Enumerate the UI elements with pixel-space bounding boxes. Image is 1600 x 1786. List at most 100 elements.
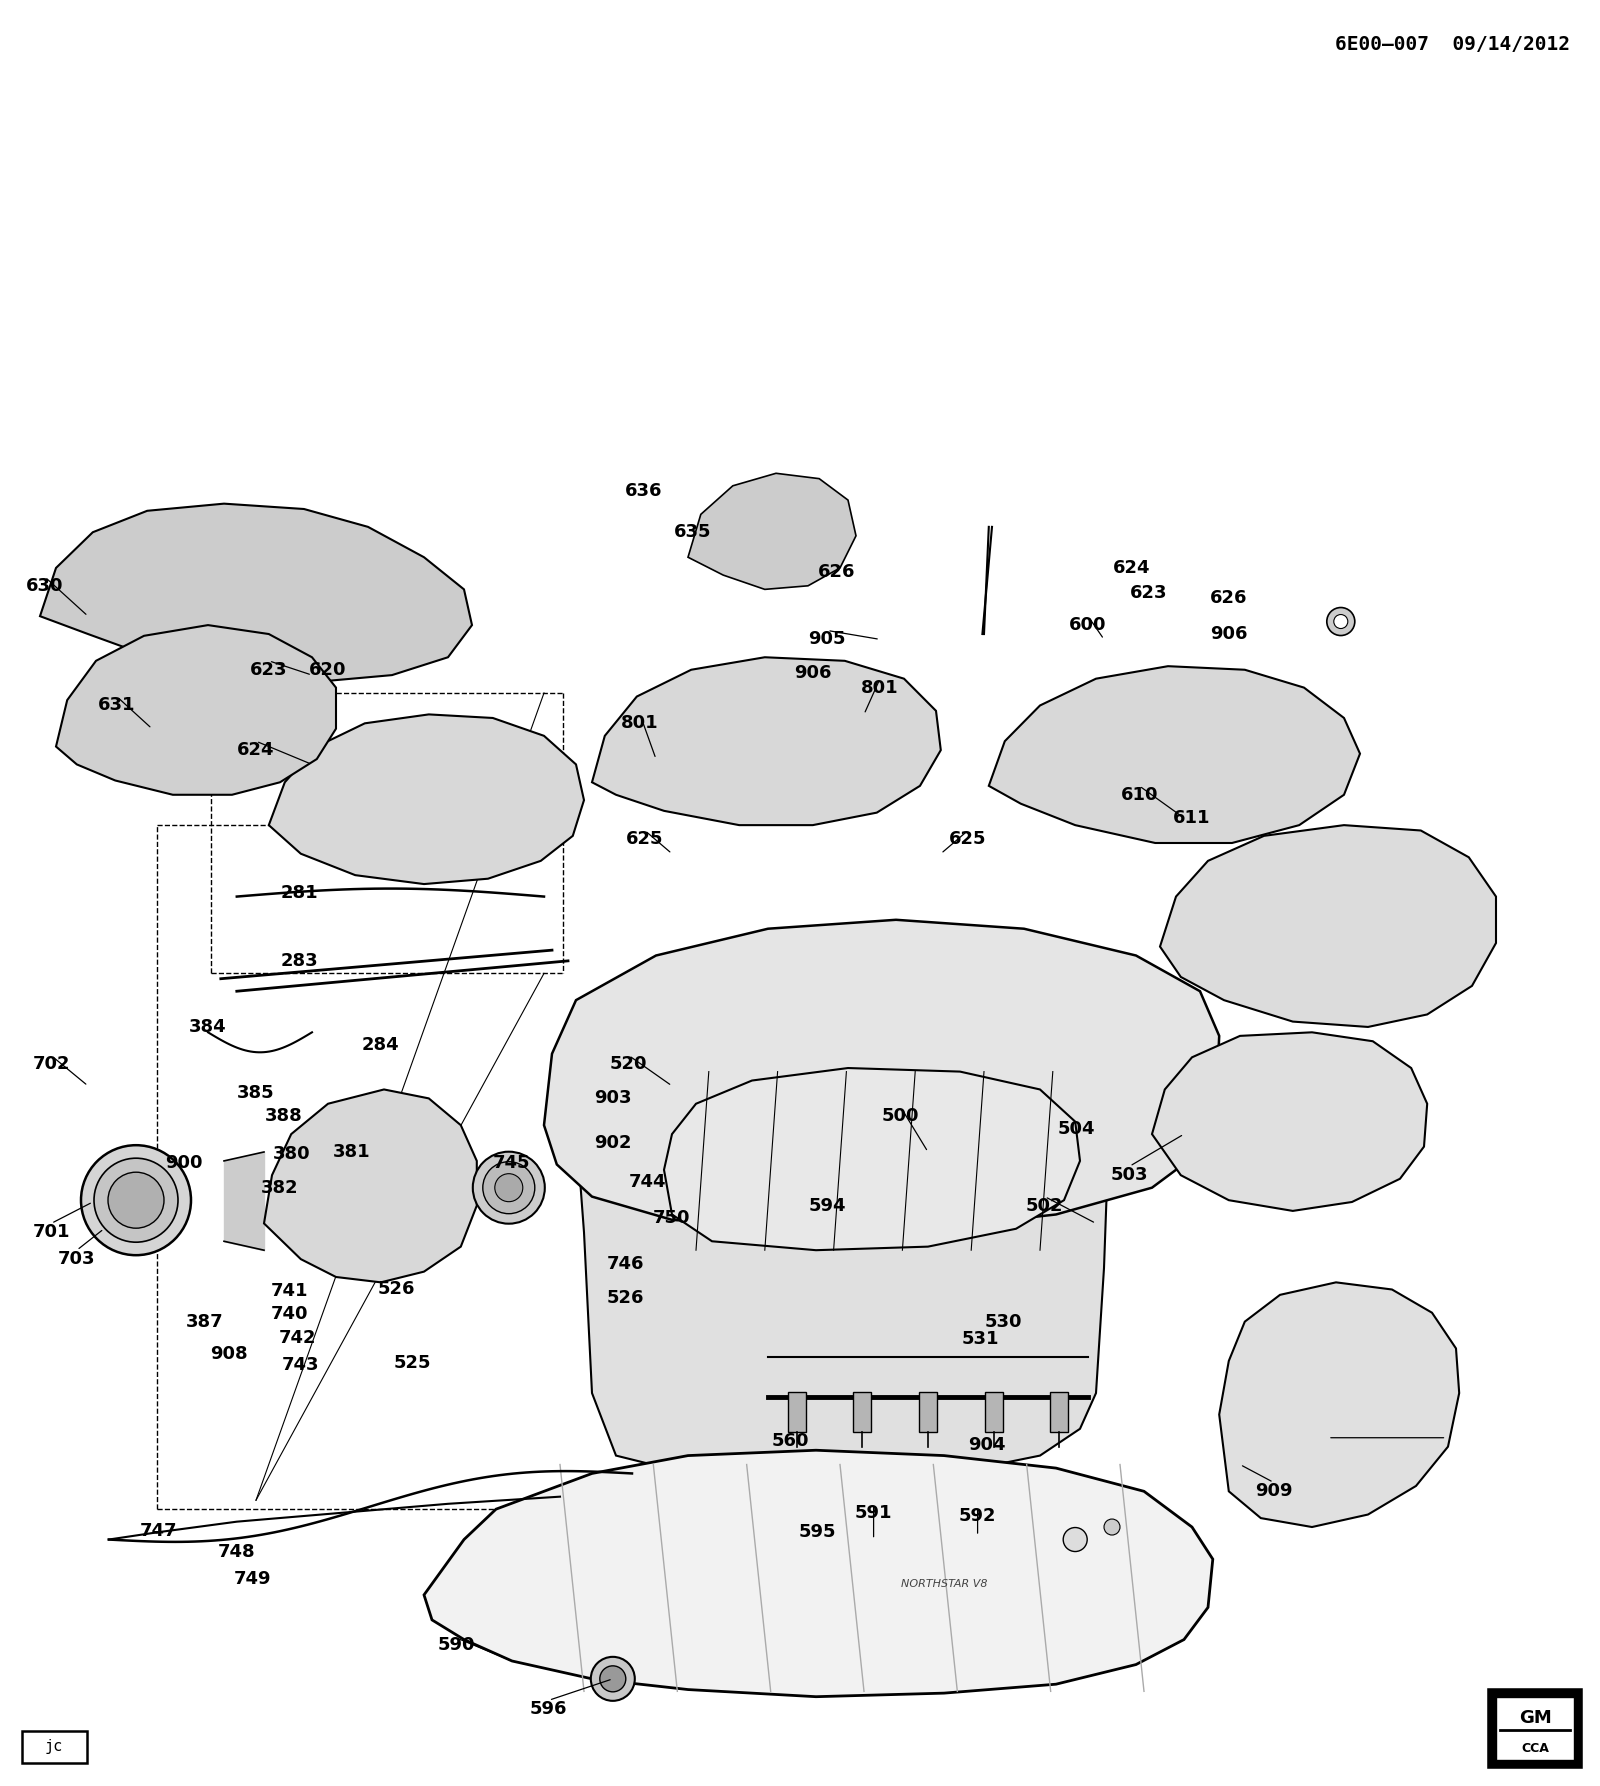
Circle shape <box>494 1173 523 1202</box>
Text: 531: 531 <box>962 1331 1000 1348</box>
Text: NORTHSTAR V8: NORTHSTAR V8 <box>901 1579 987 1590</box>
Circle shape <box>1326 607 1355 636</box>
Text: 503: 503 <box>1110 1166 1149 1184</box>
Text: 388: 388 <box>264 1107 302 1125</box>
Text: 904: 904 <box>968 1436 1006 1454</box>
Circle shape <box>109 1172 165 1229</box>
Text: 630: 630 <box>26 577 64 595</box>
Polygon shape <box>1152 1032 1427 1211</box>
Circle shape <box>94 1157 178 1243</box>
Text: 620: 620 <box>309 661 347 679</box>
Text: 6E00–007  09/14/2012: 6E00–007 09/14/2012 <box>1334 36 1570 54</box>
Text: 611: 611 <box>1173 809 1211 827</box>
Text: 623: 623 <box>250 661 288 679</box>
Text: 385: 385 <box>237 1084 275 1102</box>
Text: 504: 504 <box>1058 1120 1096 1138</box>
Polygon shape <box>664 1068 1080 1250</box>
Bar <box>1496 1697 1574 1759</box>
Text: 520: 520 <box>610 1056 648 1073</box>
Text: 382: 382 <box>261 1179 299 1197</box>
Text: 594: 594 <box>808 1197 846 1214</box>
Text: jc: jc <box>45 1740 62 1754</box>
Text: 902: 902 <box>594 1134 632 1152</box>
Text: 741: 741 <box>270 1282 309 1300</box>
Polygon shape <box>1219 1282 1459 1527</box>
Text: 746: 746 <box>606 1256 645 1273</box>
Text: 905: 905 <box>808 630 846 648</box>
Text: 750: 750 <box>653 1209 691 1227</box>
Text: 900: 900 <box>165 1154 203 1172</box>
Text: 384: 384 <box>189 1018 227 1036</box>
Text: 284: 284 <box>362 1036 400 1054</box>
Text: 635: 635 <box>674 523 712 541</box>
Polygon shape <box>56 625 336 795</box>
Text: 906: 906 <box>794 664 832 682</box>
Text: 591: 591 <box>854 1504 893 1522</box>
Text: 500: 500 <box>882 1107 920 1125</box>
Text: 387: 387 <box>186 1313 224 1331</box>
Text: 908: 908 <box>210 1345 248 1363</box>
Text: 801: 801 <box>621 714 659 732</box>
Polygon shape <box>544 920 1219 1229</box>
Text: 626: 626 <box>1210 589 1248 607</box>
Polygon shape <box>989 666 1360 843</box>
Text: 610: 610 <box>1120 786 1158 804</box>
Bar <box>1490 1691 1581 1766</box>
Text: CCA: CCA <box>1522 1741 1549 1754</box>
Text: 626: 626 <box>818 563 856 580</box>
Polygon shape <box>688 473 856 589</box>
Text: GM: GM <box>1518 1709 1552 1727</box>
Text: 600: 600 <box>1069 616 1107 634</box>
Text: 744: 744 <box>629 1173 667 1191</box>
Text: 595: 595 <box>798 1523 837 1541</box>
Text: 592: 592 <box>958 1507 997 1525</box>
Text: 636: 636 <box>624 482 662 500</box>
Text: 625: 625 <box>949 830 987 848</box>
Text: 702: 702 <box>32 1056 70 1073</box>
Circle shape <box>1334 614 1347 629</box>
Text: 748: 748 <box>218 1543 256 1561</box>
Text: 701: 701 <box>32 1223 70 1241</box>
Circle shape <box>600 1666 626 1691</box>
Polygon shape <box>1160 825 1496 1027</box>
Bar <box>22 1731 86 1763</box>
Circle shape <box>1104 1520 1120 1534</box>
Polygon shape <box>576 1093 1107 1479</box>
Text: 749: 749 <box>234 1570 272 1588</box>
Text: 903: 903 <box>594 1089 632 1107</box>
Bar <box>984 1391 1003 1432</box>
Text: 909: 909 <box>1254 1482 1293 1500</box>
Bar <box>1050 1391 1069 1432</box>
Polygon shape <box>264 1089 477 1282</box>
Text: 530: 530 <box>984 1313 1022 1331</box>
Polygon shape <box>40 504 472 682</box>
Text: 740: 740 <box>270 1306 309 1323</box>
Polygon shape <box>592 657 941 825</box>
Text: 631: 631 <box>98 697 136 714</box>
Text: 590: 590 <box>437 1636 475 1654</box>
Bar <box>853 1391 872 1432</box>
Circle shape <box>590 1657 635 1700</box>
Text: 525: 525 <box>394 1354 432 1372</box>
Bar <box>787 1391 806 1432</box>
Circle shape <box>474 1152 544 1223</box>
Text: 625: 625 <box>626 830 664 848</box>
Text: 381: 381 <box>333 1143 371 1161</box>
Text: 560: 560 <box>771 1432 810 1450</box>
Polygon shape <box>269 714 584 884</box>
Text: 745: 745 <box>493 1154 531 1172</box>
Text: 703: 703 <box>58 1250 96 1268</box>
Text: 281: 281 <box>280 884 318 902</box>
Bar <box>918 1391 938 1432</box>
Text: 526: 526 <box>606 1289 645 1307</box>
Text: 502: 502 <box>1026 1197 1064 1214</box>
Text: 624: 624 <box>1112 559 1150 577</box>
Text: 742: 742 <box>278 1329 317 1347</box>
Text: 801: 801 <box>861 679 899 697</box>
Text: 747: 747 <box>139 1522 178 1540</box>
Text: 380: 380 <box>272 1145 310 1163</box>
Circle shape <box>82 1145 190 1256</box>
Text: 743: 743 <box>282 1356 320 1373</box>
Circle shape <box>1062 1527 1088 1552</box>
Polygon shape <box>424 1450 1213 1697</box>
